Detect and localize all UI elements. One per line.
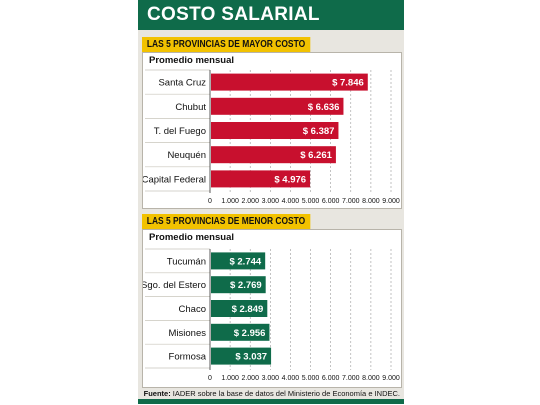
data-label: $ 4.976 — [274, 174, 306, 185]
tick-label: 1.000 — [221, 375, 239, 382]
bar — [211, 347, 272, 365]
source-note: Fuente: IADER sobre la base de datos del… — [142, 389, 400, 398]
chart-2-subtitle: Promedio mensual — [149, 232, 234, 243]
tick-label: 5.000 — [302, 198, 320, 205]
bar — [211, 73, 368, 91]
category-label: Santa Cruz — [158, 78, 206, 89]
bar — [211, 276, 266, 294]
bar — [211, 122, 339, 139]
category-label: Capital Federal — [143, 174, 206, 185]
chart-1-subtitle: Promedio mensual — [149, 55, 234, 66]
tick-label: 9.000 — [382, 375, 400, 382]
bar — [211, 323, 270, 341]
category-label: Sgo. del Estero — [143, 280, 206, 291]
tick-label: 6.000 — [322, 198, 340, 205]
bar — [211, 170, 311, 188]
category-label: Tucumán — [167, 256, 206, 267]
source-text: IADER sobre la base de datos del Ministe… — [172, 389, 400, 398]
chart-1-svg: Santa Cruz $ 7.846 Chubut $ 6.636 T. del Fue… — [143, 69, 400, 205]
data-label: $ 7.846 — [332, 78, 364, 89]
tick-label: 3.000 — [262, 198, 280, 205]
bottom-bar — [138, 399, 404, 404]
tick-label: 6.000 — [322, 375, 340, 382]
chart-2-svg: Tucumán $ 2.744 Sgo. del Estero $ 2.769 Chac… — [143, 248, 400, 382]
data-label: $ 6.387 — [303, 126, 335, 137]
data-label: $ 6.261 — [300, 150, 332, 161]
data-label: $ 2.744 — [229, 256, 261, 267]
chart-1-panel: Promedio mensual Santa Cruz $ 7.846 Chubut… — [142, 52, 402, 209]
tick-label: 2.000 — [241, 375, 259, 382]
chart-1-title: LAS 5 PROVINCIAS DE MAYOR COSTO — [142, 37, 310, 52]
tick-label: 5.000 — [302, 375, 320, 382]
tick-label: 8.000 — [362, 198, 380, 205]
chart-2-panel: Promedio mensual Tucumán $ 2.744 Sgo. del … — [142, 229, 402, 388]
infographic-title: COSTO SALARIAL — [147, 4, 320, 25]
source-label: Fuente: — [143, 389, 171, 398]
infographic-frame: COSTO SALARIAL LAS 5 PROVINCIAS DE MAYOR… — [138, 0, 404, 404]
category-label: Neuquén — [167, 150, 206, 161]
chart-2-title: LAS 5 PROVINCIAS DE MENOR COSTO — [142, 214, 310, 229]
tick-label: 4.000 — [282, 198, 300, 205]
bar — [211, 252, 266, 270]
tick-label: 2.000 — [241, 198, 259, 205]
category-label: Formosa — [169, 352, 207, 363]
tick-label: 0 — [208, 375, 212, 382]
tick-label: 8.000 — [362, 375, 380, 382]
tick-label: 9.000 — [382, 198, 400, 205]
data-label: $ 3.037 — [235, 352, 267, 363]
tick-label: 7.000 — [342, 198, 360, 205]
category-label: Misiones — [169, 328, 207, 339]
tick-label: 1.000 — [221, 198, 239, 205]
tick-label: 0 — [208, 198, 212, 205]
tick-label: 7.000 — [342, 375, 360, 382]
bar — [211, 146, 336, 164]
data-label: $ 2.769 — [230, 280, 262, 291]
data-label: $ 2.849 — [232, 304, 264, 315]
bar — [211, 97, 344, 115]
tick-label: 4.000 — [282, 375, 300, 382]
data-label: $ 6.636 — [308, 102, 340, 113]
bar — [211, 300, 268, 317]
data-label: $ 2.956 — [234, 328, 266, 339]
category-label: T. del Fuego — [154, 126, 206, 137]
title-bar: COSTO SALARIAL — [138, 0, 404, 30]
tick-label: 3.000 — [262, 375, 280, 382]
category-label: Chaco — [179, 304, 206, 315]
category-label: Chubut — [175, 102, 206, 113]
